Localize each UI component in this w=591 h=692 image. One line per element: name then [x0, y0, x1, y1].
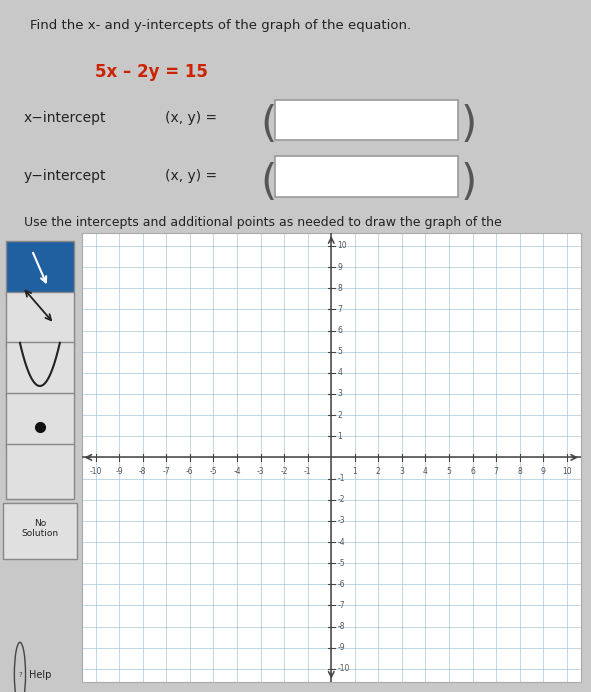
Text: -4: -4 [233, 467, 241, 476]
Text: 10: 10 [562, 467, 571, 476]
Text: 10: 10 [337, 242, 347, 251]
Text: -8: -8 [337, 622, 345, 631]
Text: (: ( [260, 104, 276, 146]
Text: 1: 1 [352, 467, 357, 476]
Text: ?: ? [18, 671, 22, 677]
Text: -3: -3 [337, 516, 345, 525]
Text: -9: -9 [337, 644, 345, 653]
Text: 5: 5 [447, 467, 452, 476]
FancyBboxPatch shape [3, 503, 77, 558]
Text: 6: 6 [337, 326, 342, 335]
Text: Find the x- and y-intercepts of the graph of the equation.: Find the x- and y-intercepts of the grap… [30, 19, 411, 32]
Text: x−intercept: x−intercept [24, 111, 106, 125]
Text: 3: 3 [337, 390, 342, 399]
Text: (: ( [260, 163, 276, 204]
Text: Help: Help [29, 671, 51, 680]
Text: -6: -6 [186, 467, 194, 476]
Text: 6: 6 [470, 467, 475, 476]
Text: -10: -10 [337, 664, 349, 673]
Text: 4: 4 [423, 467, 428, 476]
Text: -4: -4 [337, 538, 345, 547]
Text: -5: -5 [210, 467, 217, 476]
Text: 7: 7 [337, 305, 342, 314]
FancyBboxPatch shape [5, 343, 74, 397]
Text: -9: -9 [115, 467, 123, 476]
Text: No
Solution: No Solution [21, 519, 59, 538]
Text: -7: -7 [337, 601, 345, 610]
Text: ): ) [461, 104, 477, 146]
Text: -1: -1 [304, 467, 311, 476]
Text: 1: 1 [337, 432, 342, 441]
Text: (x, y) =: (x, y) = [165, 170, 217, 183]
Text: -2: -2 [280, 467, 288, 476]
Text: ): ) [461, 163, 477, 204]
Text: 2: 2 [376, 467, 381, 476]
Text: 7: 7 [493, 467, 499, 476]
Text: y−intercept: y−intercept [24, 170, 106, 183]
Text: 5x – 2y = 15: 5x – 2y = 15 [95, 62, 207, 80]
Text: (x, y) =: (x, y) = [165, 111, 217, 125]
Text: -2: -2 [337, 495, 345, 504]
Text: -10: -10 [89, 467, 102, 476]
Text: 3: 3 [400, 467, 404, 476]
Text: -1: -1 [337, 474, 345, 483]
FancyBboxPatch shape [5, 393, 74, 448]
FancyBboxPatch shape [5, 444, 74, 499]
Text: -6: -6 [337, 580, 345, 589]
Text: -5: -5 [337, 558, 345, 567]
FancyBboxPatch shape [5, 291, 74, 347]
Text: -8: -8 [139, 467, 147, 476]
Text: 9: 9 [541, 467, 545, 476]
Text: 8: 8 [337, 284, 342, 293]
Text: 4: 4 [337, 368, 342, 377]
Text: -3: -3 [256, 467, 264, 476]
FancyBboxPatch shape [5, 241, 74, 296]
FancyBboxPatch shape [275, 100, 458, 140]
Text: 8: 8 [517, 467, 522, 476]
Text: 2: 2 [337, 410, 342, 419]
Text: 5: 5 [337, 347, 342, 356]
Text: Use the intercepts and additional points as needed to draw the graph of the: Use the intercepts and additional points… [24, 216, 501, 228]
Text: -7: -7 [163, 467, 170, 476]
Text: 9: 9 [337, 262, 342, 271]
FancyBboxPatch shape [275, 156, 458, 197]
